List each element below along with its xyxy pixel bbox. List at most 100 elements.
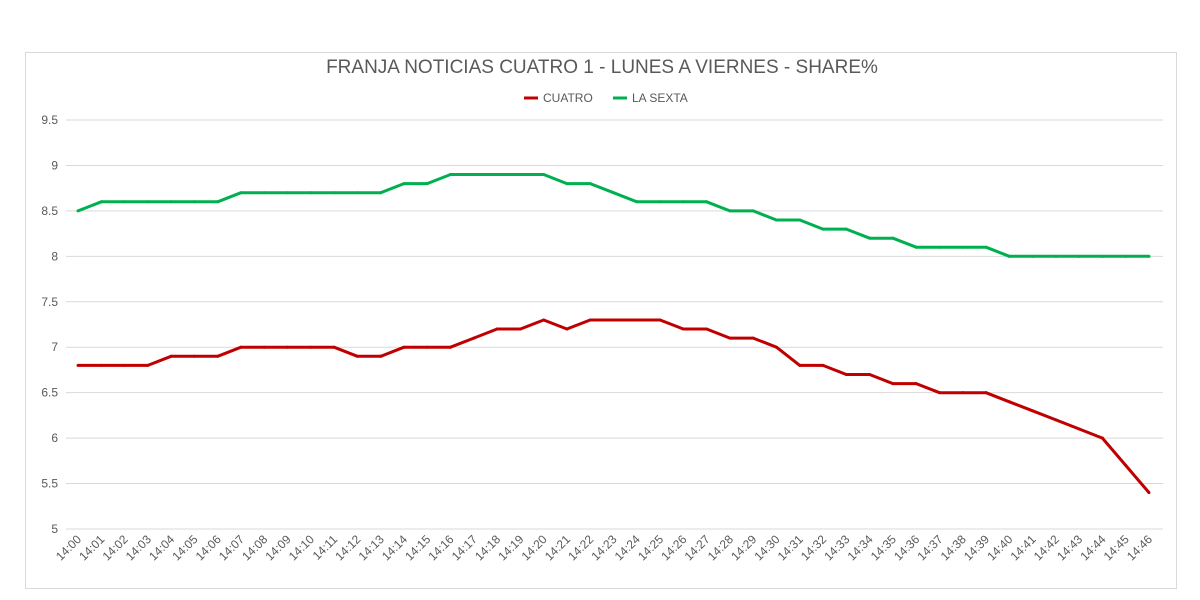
x-tick-label: 14:31 (775, 532, 806, 563)
series-line-la-sexta (77, 173, 1149, 258)
data-point (612, 318, 615, 322)
x-tick-label: 14:04 (146, 532, 177, 563)
data-point (798, 218, 802, 222)
data-point (844, 372, 848, 376)
data-point (1100, 436, 1104, 440)
data-point (1147, 491, 1151, 495)
data-point (1054, 418, 1058, 422)
data-point (239, 345, 243, 349)
data-point (821, 227, 825, 231)
x-tick-label: 14:15 (402, 532, 433, 563)
data-point (891, 382, 895, 386)
data-point (449, 173, 453, 177)
x-tick-label: 14:26 (658, 532, 689, 563)
x-tick-label: 14:32 (798, 532, 829, 563)
data-point (984, 245, 988, 249)
x-tick-label: 14:27 (682, 532, 713, 563)
x-tick-label: 14:46 (1124, 532, 1155, 563)
y-tick-label: 6.5 (41, 386, 58, 400)
data-point (588, 318, 592, 322)
data-point (635, 318, 639, 322)
x-tick-label: 14:38 (938, 532, 969, 563)
data-point (751, 336, 755, 340)
series-lines (76, 173, 1151, 495)
chart-title: FRANJA NOTICIAS CUATRO 1 - LUNES A VIERN… (326, 57, 878, 78)
x-tick-label: 14:19 (495, 532, 526, 563)
data-point (169, 354, 173, 358)
data-point (355, 354, 359, 358)
data-point (868, 372, 872, 376)
x-tick-label: 14:40 (984, 532, 1015, 563)
y-tick-label: 7 (51, 340, 58, 354)
data-point (1031, 409, 1035, 413)
y-tick-label: 5.5 (41, 477, 58, 491)
data-point (774, 218, 778, 222)
data-point (1124, 254, 1128, 258)
x-tick-label: 14:23 (588, 532, 619, 563)
x-tick-label: 14:39 (961, 532, 992, 563)
data-point (309, 345, 313, 349)
data-point (565, 182, 569, 186)
data-point (99, 200, 103, 204)
data-point (495, 173, 499, 177)
data-point (76, 209, 80, 213)
data-point (1124, 463, 1128, 467)
x-tick-label: 14:17 (449, 532, 480, 563)
data-point (914, 245, 918, 249)
data-point (146, 200, 150, 204)
data-point (891, 236, 895, 240)
data-point (286, 345, 290, 349)
data-point (681, 327, 685, 331)
data-point (192, 354, 196, 358)
x-tick-label: 14:02 (100, 532, 131, 563)
data-point (216, 354, 220, 358)
data-point (518, 173, 522, 177)
x-tick-label: 14:16 (426, 532, 457, 563)
data-point (1147, 254, 1151, 258)
data-point (262, 191, 266, 195)
data-point (402, 345, 406, 349)
x-tick-label: 14:14 (379, 532, 410, 563)
data-point (681, 200, 685, 204)
y-tick-label: 9.5 (41, 113, 58, 127)
data-point (612, 191, 615, 195)
data-point (705, 327, 709, 331)
data-point (239, 191, 243, 195)
x-tick-label: 14:07 (216, 532, 247, 563)
data-point (588, 182, 592, 186)
data-point (379, 354, 383, 358)
data-point (169, 200, 173, 204)
y-axis: 5 5.5 6 6.5 7 7.5 8 8.5 9 9.5 (41, 113, 58, 536)
data-point (821, 363, 825, 367)
y-tick-label: 8.5 (41, 204, 58, 218)
x-tick-label: 14:41 (1008, 532, 1039, 563)
data-point (728, 336, 732, 340)
data-point (518, 327, 522, 331)
data-point (565, 327, 569, 331)
data-point (1100, 254, 1104, 258)
x-tick-label: 14:43 (1054, 532, 1085, 563)
data-point (844, 227, 848, 231)
x-tick-label: 14:33 (821, 532, 852, 563)
data-point (542, 318, 546, 322)
x-tick-label: 14:12 (332, 532, 363, 563)
y-tick-label: 6 (51, 431, 58, 445)
x-tick-label: 14:00 (53, 532, 84, 563)
data-point (1077, 254, 1081, 258)
x-tick-label: 14:37 (914, 532, 945, 563)
data-point (542, 173, 546, 177)
data-point (751, 209, 755, 213)
y-tick-label: 9 (51, 158, 58, 172)
data-point (425, 182, 429, 186)
data-point (1077, 427, 1081, 431)
data-point (1007, 400, 1011, 404)
data-point (192, 200, 196, 204)
gridlines (66, 119, 1163, 530)
x-tick-label: 14:09 (263, 532, 294, 563)
data-point (635, 200, 639, 204)
data-point (402, 182, 406, 186)
x-tick-label: 14:05 (169, 532, 200, 563)
x-tick-label: 14:18 (472, 532, 503, 563)
x-tick-label: 14:08 (239, 532, 270, 563)
